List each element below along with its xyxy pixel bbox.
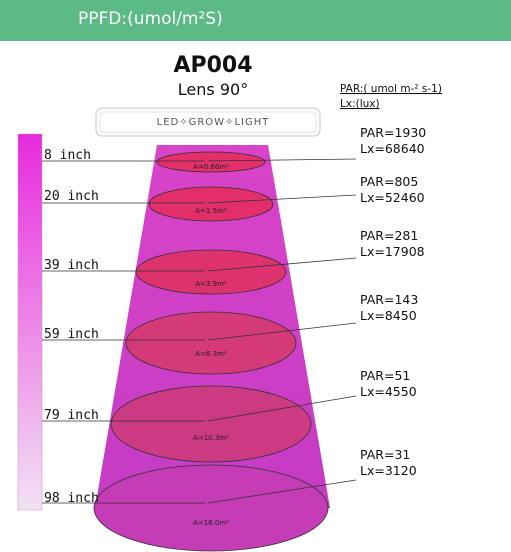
distance-label: 39 inch <box>44 258 99 273</box>
led-fixture: LED✧GROW✧LIGHT <box>95 107 321 137</box>
distance-label: 8 inch <box>44 148 91 163</box>
header-title: PPFD:(umol/m²S) <box>78 9 223 29</box>
lx-value: Lx=68640 <box>360 141 425 156</box>
area-label: A=10.3m² <box>193 434 229 442</box>
area-label: A=1.5m² <box>195 207 227 215</box>
par-value: PAR=805 <box>360 174 418 189</box>
distance-label: 20 inch <box>44 189 99 204</box>
fixture-label: LED✧GROW✧LIGHT <box>157 117 270 128</box>
area-label: A=0.66m² <box>193 163 229 171</box>
light-distribution-diagram: AP004 Lens 90° PAR:( umol m-² s-1) Lx:(l… <box>17 53 442 552</box>
par-value: PAR=281 <box>360 228 418 243</box>
intensity-values: PAR=1930 Lx=68640 PAR=805 Lx=52460 PAR=2… <box>360 125 426 478</box>
distance-leaders <box>42 160 205 504</box>
coverage-area-5 <box>110 385 312 463</box>
distance-label: 59 inch <box>44 327 99 342</box>
coverage-area-1 <box>156 151 266 173</box>
lx-value: Lx=3120 <box>360 463 417 478</box>
value-leaders <box>207 158 357 504</box>
legend-lx: Lx:(lux) <box>340 98 380 110</box>
model-name: AP004 <box>173 53 252 78</box>
area-label: A=3.9m² <box>195 280 227 288</box>
legend-par: PAR:( umol m-² s-1) <box>340 83 442 95</box>
par-value: PAR=51 <box>360 368 410 383</box>
distance-label: 79 inch <box>44 408 99 423</box>
area-labels: A=0.66m² A=1.5m² A=3.9m² A=6.3m² A=10.3m… <box>193 163 229 527</box>
coverage-area-6 <box>93 464 329 552</box>
distance-labels: 8 inch 20 inch 39 inch 59 inch 79 inch 9… <box>44 148 99 506</box>
distance-label: 98 inch <box>44 491 99 506</box>
area-label: A=6.3m² <box>195 350 227 358</box>
lx-value: Lx=17908 <box>360 244 425 259</box>
par-value: PAR=1930 <box>360 125 426 140</box>
coverage-area-4 <box>125 311 297 375</box>
coverage-area-2 <box>148 186 274 222</box>
lx-value: Lx=52460 <box>360 190 425 205</box>
coverage-area-3 <box>135 249 287 295</box>
coverage-ellipses <box>93 151 329 552</box>
intensity-scale-bar <box>17 133 43 511</box>
par-value: PAR=143 <box>360 292 418 307</box>
lx-value: Lx=8450 <box>360 308 417 323</box>
lx-value: Lx=4550 <box>360 384 417 399</box>
area-label: A=16.0m² <box>193 519 229 527</box>
lens-angle: Lens 90° <box>178 80 248 99</box>
par-value: PAR=31 <box>360 447 410 462</box>
header-banner: PPFD:(umol/m²S) <box>0 0 511 41</box>
